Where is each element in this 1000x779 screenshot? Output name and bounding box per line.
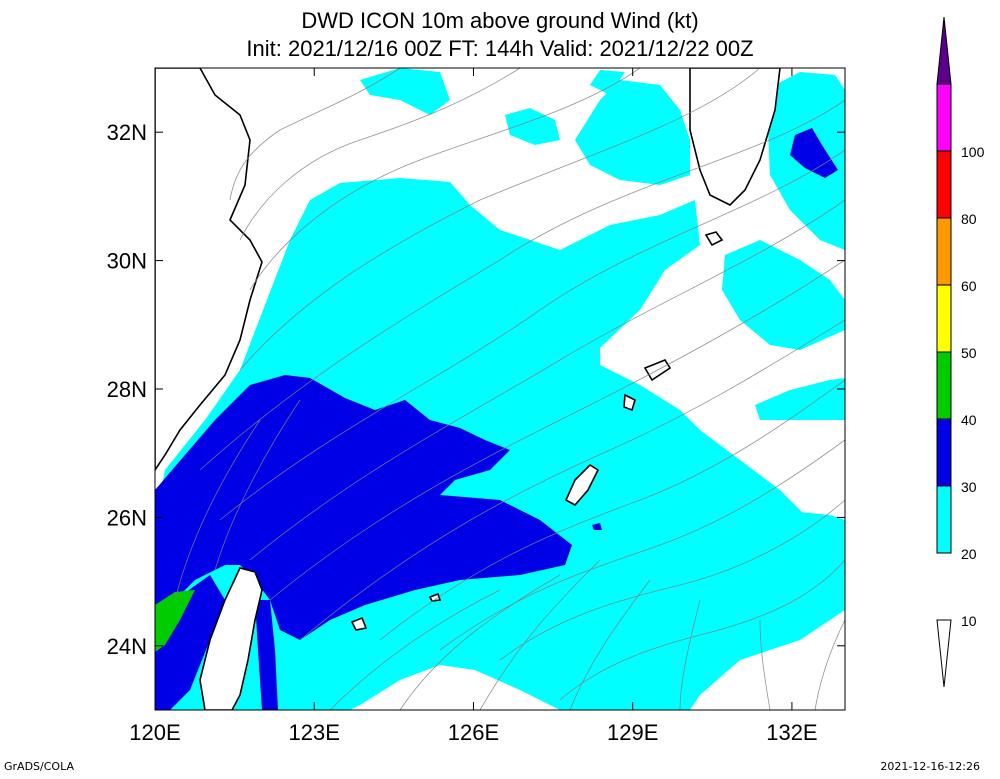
streamline (814, 619, 845, 710)
colorbar-segment (936, 83, 952, 152)
colorbar-label: 100 (961, 144, 985, 160)
streamline (229, 68, 401, 201)
x-tick-label: 120E (129, 720, 180, 745)
colorbar-segment (936, 351, 952, 420)
streamline (439, 439, 845, 651)
streamline (679, 599, 701, 710)
colorbar-end-low (936, 619, 952, 688)
colorbar-end-high (936, 16, 952, 85)
streamline (249, 68, 641, 291)
kyushu-land (689, 68, 781, 206)
y-tick-label: 30N (107, 249, 147, 274)
streamline (479, 559, 601, 710)
y-tick-label: 28N (107, 377, 147, 402)
yakushima-island (704, 231, 724, 247)
colorbar-label: 60 (961, 278, 977, 294)
taiwan-island (199, 567, 263, 710)
streamline (559, 559, 845, 701)
y-tick-label: 26N (107, 505, 147, 530)
blue-ne-blob (790, 128, 838, 178)
x-axis: 120E 123E 126E 129E 132E (129, 68, 818, 745)
footer-timestamp: 2021-12-16-12:26 (880, 760, 980, 773)
y-tick-label: 32N (107, 120, 147, 145)
sakishima-island (350, 616, 368, 631)
colorbar-segment (936, 284, 952, 353)
streamline (219, 149, 845, 521)
streamline (499, 499, 845, 661)
cyan-north-patch-1 (360, 68, 450, 115)
region-30-40kt (155, 590, 195, 652)
colorbar-segment (936, 217, 952, 286)
colorbar-label: 30 (961, 479, 977, 495)
colorbar-segment (936, 485, 952, 554)
colorbar-label: 10 (961, 613, 977, 629)
colorbar-label: 40 (961, 412, 977, 428)
streamline (569, 579, 651, 710)
amami-island (623, 393, 636, 412)
streamline (239, 68, 521, 241)
streamline (249, 199, 845, 561)
blue-channel (255, 600, 278, 710)
streamline (379, 379, 845, 641)
streamline (269, 259, 845, 601)
streamline (299, 319, 845, 641)
colorbar-label: 80 (961, 211, 977, 227)
streamline (759, 619, 771, 710)
china-mainland (155, 68, 263, 472)
cyan-north-patch-4 (590, 70, 625, 95)
colorbar-segment (936, 150, 952, 219)
okinawa-island (564, 463, 600, 507)
blue-tiny-blob (592, 523, 602, 530)
chart-title: DWD ICON 10m above ground Wind (kt) (301, 8, 699, 33)
y-tick-label: 24N (107, 634, 147, 659)
colorbar-label: 20 (961, 546, 977, 562)
y-axis: 24N 26N 28N 30N 32N (107, 120, 845, 659)
streamline (174, 419, 261, 601)
x-tick-label: 123E (289, 720, 340, 745)
cyan-south-patch (745, 500, 845, 540)
colorbar: 10 20 30 40 50 60 80 100 (936, 16, 985, 688)
chart-subtitle: Init: 2021/12/16 00Z FT: 144h Valid: 202… (246, 36, 754, 61)
cyan-north-patch-3 (575, 80, 690, 185)
colorbar-label: 50 (961, 345, 977, 361)
x-tick-label: 126E (448, 720, 499, 745)
miyako-island (428, 592, 442, 602)
cyan-se-patch (755, 378, 845, 420)
streamline (399, 574, 561, 710)
streamline (214, 399, 301, 571)
streamline (329, 589, 501, 710)
colorbar-segment (936, 418, 952, 487)
cyan-east-patch (722, 240, 845, 350)
streamlines (174, 68, 845, 710)
streamline (239, 68, 761, 371)
cyan-north-patch-2 (505, 108, 560, 145)
streamline (199, 99, 845, 471)
plot-area (155, 68, 845, 710)
footer-credit: GrADS/COLA (4, 760, 74, 773)
x-tick-label: 129E (607, 720, 658, 745)
x-tick-label: 132E (766, 720, 817, 745)
